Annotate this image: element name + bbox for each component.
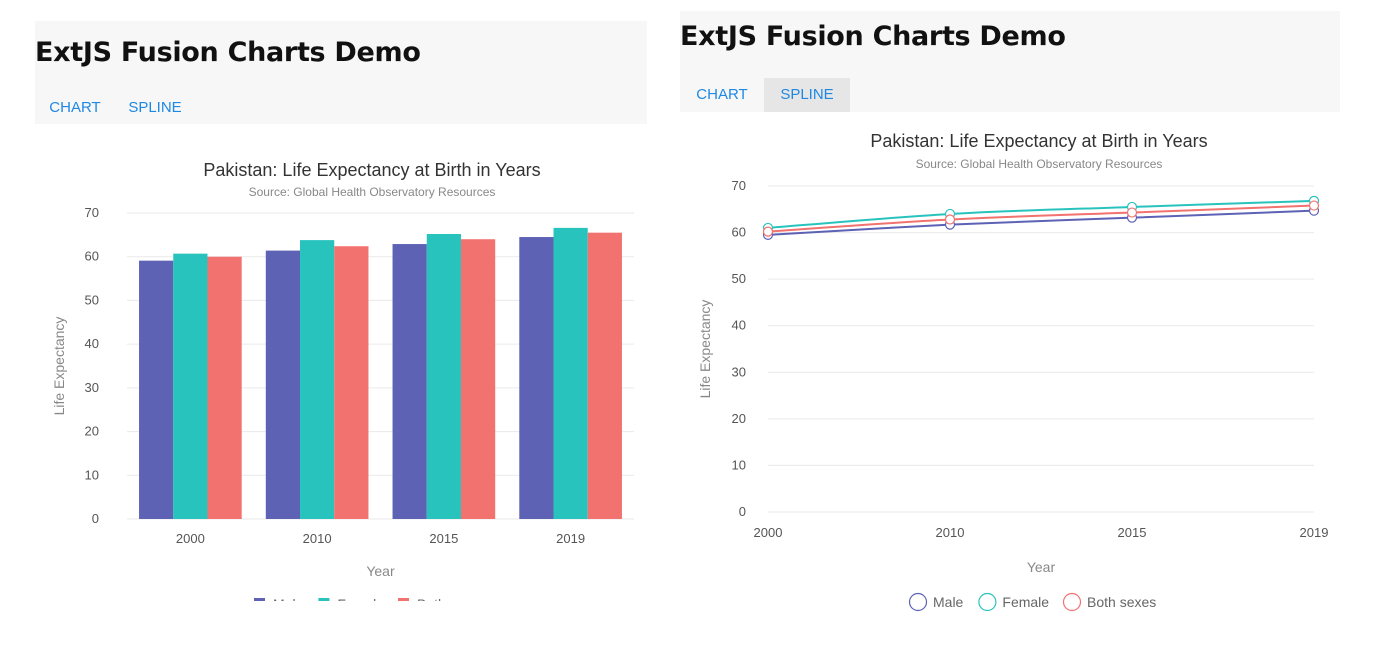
bar-male	[392, 244, 427, 519]
chart-title: Pakistan: Life Expectancy at Birth in Ye…	[870, 131, 1207, 151]
legend-label: Male	[273, 596, 304, 601]
left-panel-header: ExtJS Fusion Charts Demo CHART SPLINE	[35, 21, 647, 124]
bar-male	[265, 250, 301, 519]
bar-female	[173, 253, 208, 519]
tab-spline[interactable]: SPLINE	[128, 99, 182, 116]
chart-title: Pakistan: Life Expectancy at Birth in Ye…	[203, 160, 540, 180]
legend-label: Both sexes	[1087, 594, 1156, 610]
y-tick-label: 70	[732, 178, 746, 193]
legend-swatch	[254, 598, 265, 601]
legend-label: Female	[337, 596, 384, 601]
legend-marker	[908, 592, 928, 612]
y-tick-label: 40	[732, 318, 746, 333]
y-tick-label: 40	[85, 336, 99, 351]
series-line-male	[767, 209, 1315, 236]
legend-label: Both sexes	[417, 596, 486, 601]
bar-female	[426, 233, 461, 519]
y-tick-label: 50	[85, 292, 99, 307]
y-tick-label: 20	[85, 424, 99, 439]
tab-spline[interactable]: SPLINE	[764, 78, 850, 112]
legend-marker	[978, 592, 997, 612]
legend-label: Female	[1002, 594, 1049, 610]
x-axis-label: Year	[366, 563, 395, 579]
y-tick-label: 30	[732, 364, 746, 379]
bar-female	[300, 240, 335, 520]
series-line-both-sexes	[767, 204, 1315, 233]
x-tick-label: 2019	[556, 531, 585, 546]
chart-subtitle: Source: Global Health Observatory Resour…	[249, 185, 496, 199]
spline-chart: Pakistan: Life Expectancy at Birth in Ye…	[697, 131, 1329, 612]
tab-chart[interactable]: CHART	[696, 86, 748, 103]
right-panel-header: ExtJS Fusion Charts Demo CHART SPLINE	[680, 11, 1340, 112]
tab-chart[interactable]: CHART	[49, 99, 101, 116]
chart-subtitle: Source: Global Health Observatory Resour…	[916, 157, 1163, 171]
legend-swatch	[398, 598, 409, 601]
series-line-female	[767, 199, 1315, 229]
right-panel: ExtJS Fusion Charts Demo CHART SPLINE Pa…	[680, 11, 1340, 625]
legend-marker	[1062, 592, 1082, 612]
bar-male	[519, 237, 554, 519]
data-point	[762, 226, 774, 237]
bar-both-sexes	[460, 239, 496, 519]
left-panel: ExtJS Fusion Charts Demo CHART SPLINE Pa…	[35, 21, 647, 601]
y-axis-label: Life Expectancy	[697, 300, 713, 399]
y-tick-label: 0	[92, 511, 99, 526]
data-point	[944, 214, 956, 225]
bar-chart: Pakistan: Life Expectancy at Birth in Ye…	[51, 160, 634, 601]
legend-swatch	[318, 598, 330, 601]
bar-both-sexes	[587, 232, 622, 519]
x-tick-label: 2015	[1118, 525, 1147, 540]
y-tick-label: 60	[732, 225, 746, 240]
y-tick-label: 10	[732, 457, 746, 472]
app-title: ExtJS Fusion Charts Demo	[680, 21, 1066, 52]
app-title: ExtJS Fusion Charts Demo	[35, 37, 421, 68]
bar-female	[553, 227, 588, 519]
y-tick-label: 20	[732, 411, 746, 426]
x-tick-label: 2000	[176, 531, 205, 546]
bar-both-sexes	[207, 256, 242, 519]
y-tick-label: 50	[732, 271, 746, 286]
data-point	[1126, 207, 1138, 218]
legend-label: Male	[933, 594, 964, 610]
y-tick-label: 0	[739, 504, 746, 519]
x-axis-label: Year	[1027, 559, 1056, 575]
x-tick-label: 2015	[429, 531, 458, 546]
x-tick-label: 2000	[754, 525, 783, 540]
y-tick-label: 70	[85, 205, 99, 220]
bar-both-sexes	[334, 246, 369, 520]
y-tick-label: 10	[85, 467, 99, 482]
x-tick-label: 2019	[1300, 525, 1329, 540]
y-tick-label: 30	[85, 380, 99, 395]
x-tick-label: 2010	[936, 525, 965, 540]
y-tick-label: 60	[85, 249, 99, 264]
data-point	[1308, 200, 1320, 211]
x-tick-label: 2010	[303, 531, 332, 546]
y-axis-label: Life Expectancy	[51, 317, 67, 416]
bar-male	[139, 260, 174, 519]
